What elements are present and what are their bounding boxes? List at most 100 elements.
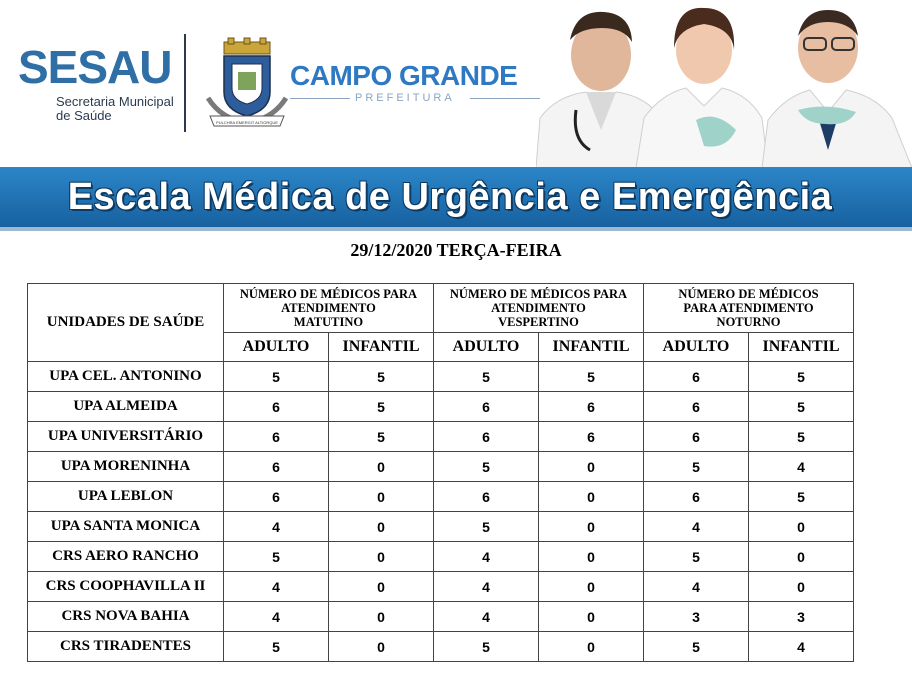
doctor-count-cell: 0: [538, 571, 644, 602]
sesau-logo: SESAU: [18, 41, 172, 93]
doctor-count-cell: 0: [748, 511, 854, 542]
doctor-count-cell: 4: [433, 601, 539, 632]
morning-group-header: NÚMERO DE MÉDICOS PARA ATENDIMENTO MATUT…: [223, 283, 434, 333]
sesau-subtitle-line1: Secretaria Municipal: [56, 94, 174, 109]
doctor-count-cell: 4: [433, 541, 539, 572]
logo-divider: [184, 34, 186, 132]
doctor-count-cell: 5: [748, 481, 854, 512]
doctor-count-cell: 0: [328, 601, 434, 632]
doctor-count-cell: 5: [748, 361, 854, 392]
doctor-count-cell: 0: [328, 571, 434, 602]
city-sub-line-right: [470, 98, 540, 99]
doctor-count-cell: 6: [643, 421, 749, 452]
doctor-count-cell: 5: [223, 361, 329, 392]
doctor-count-cell: 6: [223, 481, 329, 512]
morning-adult-header: ADULTO: [223, 332, 329, 362]
table-row: UPA MORENINHA 6 0 5 0 5 4: [27, 451, 854, 482]
doctor-count-cell: 6: [223, 421, 329, 452]
doctor-count-cell: 5: [643, 541, 749, 572]
doctor-count-cell: 0: [538, 601, 644, 632]
doctors-photo: [536, 7, 912, 168]
doctor-count-cell: 4: [748, 451, 854, 482]
group-header-line: NÚMERO DE MÉDICOS: [678, 287, 819, 301]
title-banner: [0, 167, 912, 227]
afternoon-adult-header: ADULTO: [433, 332, 539, 362]
unit-name-cell: CRS AERO RANCHO: [27, 541, 224, 572]
table-row: UPA ALMEIDA 6 5 6 6 6 5: [27, 391, 854, 422]
doctor-count-cell: 5: [643, 451, 749, 482]
doctor-count-cell: 0: [538, 511, 644, 542]
doctor-count-cell: 5: [433, 361, 539, 392]
schedule-table: UNIDADES DE SAÚDE NÚMERO DE MÉDICOS PARA…: [27, 283, 854, 662]
unit-name-cell: CRS COOPHAVILLA II: [27, 571, 224, 602]
group-header-line: VESPERTINO: [498, 315, 579, 329]
table-header-row: UNIDADES DE SAÚDE NÚMERO DE MÉDICOS PARA…: [27, 283, 854, 362]
doctor-count-cell: 6: [538, 391, 644, 422]
doctor-count-cell: 6: [538, 421, 644, 452]
doctor-count-cell: 6: [433, 391, 539, 422]
campo-grande-crest-icon: PULCHRA EMERGIT ALTIORQUE: [205, 37, 289, 127]
doctor-count-cell: 0: [538, 481, 644, 512]
group-header-line: NÚMERO DE MÉDICOS PARA: [239, 287, 418, 301]
doctor-count-cell: 5: [748, 391, 854, 422]
doctor-count-cell: 6: [643, 391, 749, 422]
header: SESAU Secretaria Municipal de Saúde PULC…: [0, 0, 912, 168]
doctor-count-cell: 0: [538, 541, 644, 572]
night-adult-header: ADULTO: [643, 332, 749, 362]
doctor-count-cell: 5: [538, 361, 644, 392]
afternoon-child-header: INFANTIL: [538, 332, 644, 362]
doctor-count-cell: 4: [433, 571, 539, 602]
group-header-line: ATENDIMENTO: [281, 301, 376, 315]
unit-name-cell: UPA LEBLON: [27, 481, 224, 512]
doctor-count-cell: 5: [328, 361, 434, 392]
doctor-count-cell: 0: [748, 571, 854, 602]
doctor-count-cell: 5: [223, 541, 329, 572]
doctor-count-cell: 0: [328, 481, 434, 512]
doctor-count-cell: 4: [643, 571, 749, 602]
table-row: CRS AERO RANCHO 5 0 4 0 5 0: [27, 541, 854, 572]
unit-name-cell: UPA ALMEIDA: [27, 391, 224, 422]
table-subheader-row: ADULTO INFANTIL ADULTO INFANTIL ADULTO I…: [28, 332, 854, 362]
doctor-count-cell: 6: [643, 481, 749, 512]
doctor-count-cell: 5: [433, 511, 539, 542]
schedule-date: 29/12/2020 TERÇA-FEIRA: [350, 240, 562, 260]
doctor-count-cell: 6: [223, 451, 329, 482]
doctor-count-cell: 5: [433, 451, 539, 482]
unit-name-cell: UPA CEL. ANTONINO: [27, 361, 224, 392]
doctor-count-cell: 5: [433, 631, 539, 662]
doctor-count-cell: 4: [223, 511, 329, 542]
doctor-count-cell: 5: [328, 391, 434, 422]
doctor-count-cell: 0: [328, 511, 434, 542]
sesau-subtitle-line2: de Saúde: [56, 108, 112, 123]
table-row: UPA LEBLON 6 0 6 0 6 5: [27, 481, 854, 512]
city-title: CAMPO GRANDE: [290, 60, 518, 91]
unit-column-header: UNIDADES DE SAÚDE: [27, 283, 224, 362]
unit-name-cell: CRS TIRADENTES: [27, 631, 224, 662]
doctor-count-cell: 0: [328, 451, 434, 482]
table-row: CRS NOVA BAHIA 4 0 4 0 3 3: [27, 601, 854, 632]
sesau-subtitle: Secretaria Municipal de Saúde: [56, 95, 174, 123]
unit-name-cell: UPA MORENINHA: [27, 451, 224, 482]
table-row: CRS COOPHAVILLA II 4 0 4 0 4 0: [27, 571, 854, 602]
doctor-count-cell: 0: [538, 631, 644, 662]
unit-name-cell: UPA SANTA MONICA: [27, 511, 224, 542]
unit-name-cell: CRS NOVA BAHIA: [27, 601, 224, 632]
group-header-line: NOTURNO: [716, 315, 781, 329]
doctor-count-cell: 4: [223, 571, 329, 602]
doctor-count-cell: 4: [748, 631, 854, 662]
doctor-count-cell: 0: [328, 541, 434, 572]
unit-name-cell: UPA UNIVERSITÁRIO: [27, 421, 224, 452]
title-banner-stripe: [0, 227, 912, 231]
doctor-count-cell: 6: [223, 391, 329, 422]
doctor-count-cell: 3: [748, 601, 854, 632]
group-header-line: MATUTINO: [293, 315, 364, 329]
doctor-count-cell: 4: [643, 511, 749, 542]
group-header-line: PARA ATENDIMENTO: [683, 301, 814, 315]
city-subtitle: PREFEITURA: [355, 92, 455, 104]
doctor-count-cell: 5: [223, 631, 329, 662]
doctor-count-cell: 0: [538, 451, 644, 482]
group-header-line: NÚMERO DE MÉDICOS PARA: [449, 287, 628, 301]
group-header-line: ATENDIMENTO: [491, 301, 586, 315]
table-row: UPA UNIVERSITÁRIO 6 5 6 6 6 5: [27, 421, 854, 452]
doctor-count-cell: 5: [643, 631, 749, 662]
